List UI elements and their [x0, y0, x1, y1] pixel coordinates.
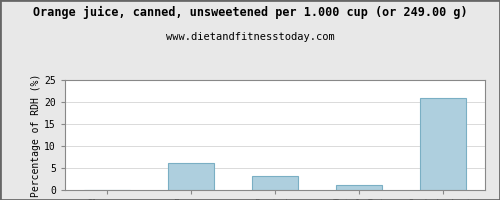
- Bar: [168, 163, 214, 190]
- Text: www.dietandfitnesstoday.com: www.dietandfitnesstoday.com: [166, 32, 334, 42]
- Bar: [336, 185, 382, 190]
- Bar: [252, 176, 298, 190]
- Text: Orange juice, canned, unsweetened per 1.000 cup (or 249.00 g): Orange juice, canned, unsweetened per 1.…: [32, 6, 468, 19]
- Y-axis label: Percentage of RDH (%): Percentage of RDH (%): [32, 73, 42, 197]
- Bar: [420, 98, 466, 190]
